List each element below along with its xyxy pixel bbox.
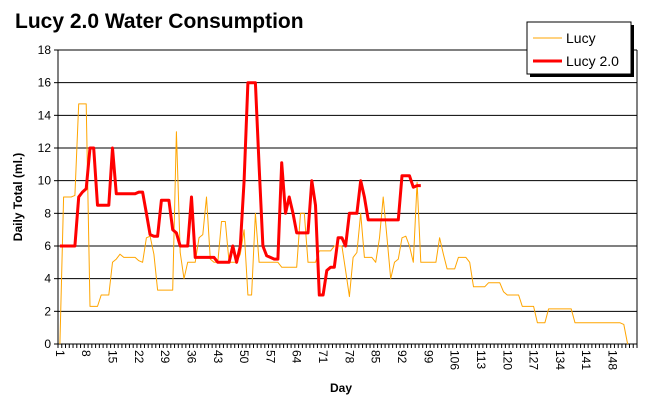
legend: Lucy Lucy 2.0	[526, 21, 634, 77]
x-tick-label: 43	[211, 350, 225, 364]
x-tick-label: 113	[474, 350, 488, 369]
series-lines	[59, 81, 629, 345]
y-tick-label: 14	[38, 108, 52, 122]
y-axis-label: Daily Total (ml.)	[11, 153, 25, 241]
x-tick-label: 57	[263, 350, 277, 364]
x-tick-label: 134	[553, 350, 567, 370]
y-tick-label: 8	[44, 206, 51, 220]
x-tick-label: 50	[237, 350, 251, 364]
x-tick-label: 92	[395, 350, 409, 364]
x-tick-label: 64	[290, 350, 304, 364]
y-tick-labels: 0 2 4 6 8 10 12 14 16 18	[38, 43, 52, 351]
x-tick-label: 141	[579, 350, 593, 370]
y-tick-label: 2	[44, 304, 51, 318]
x-tick-label: 71	[316, 350, 330, 364]
y-tick-label: 12	[38, 141, 52, 155]
x-tick-label: 22	[132, 350, 146, 364]
x-tick-label: 29	[158, 350, 172, 364]
y-tick-label: 0	[44, 337, 51, 351]
x-tick-label: 36	[184, 350, 198, 364]
x-tick-label: 1	[53, 350, 67, 357]
x-tick-labels: 1 8 15 22 29 36 43 50 57 64 71 78 85 92 99 106 113 120 127…	[53, 350, 620, 370]
legend-label-lucy: Lucy	[566, 30, 596, 46]
x-tick-label: 78	[342, 350, 356, 364]
y-tick-label: 6	[44, 239, 51, 253]
y-tick-label: 4	[44, 272, 51, 286]
x-tick-label: 8	[79, 350, 93, 357]
x-tick-label: 148	[606, 350, 620, 370]
series-line-lucy	[59, 103, 629, 345]
x-tick-label: 15	[106, 350, 120, 364]
y-tick-label: 18	[38, 43, 52, 57]
axis-ticks	[54, 49, 638, 348]
y-tick-label: 16	[38, 76, 52, 90]
x-tick-label: 99	[421, 350, 435, 364]
y-tick-label: 10	[38, 174, 52, 188]
x-axis-label: Day	[330, 381, 352, 395]
x-tick-label: 85	[369, 350, 383, 364]
x-tick-label: 127	[527, 350, 541, 370]
chart-title: Lucy 2.0 Water Consumption	[15, 10, 304, 33]
legend-box	[526, 21, 632, 75]
series-line-lucy-2	[59, 81, 421, 297]
x-tick-label: 120	[500, 350, 514, 370]
x-tick-label: 106	[448, 350, 462, 370]
legend-label-lucy-2: Lucy 2.0	[566, 53, 619, 69]
